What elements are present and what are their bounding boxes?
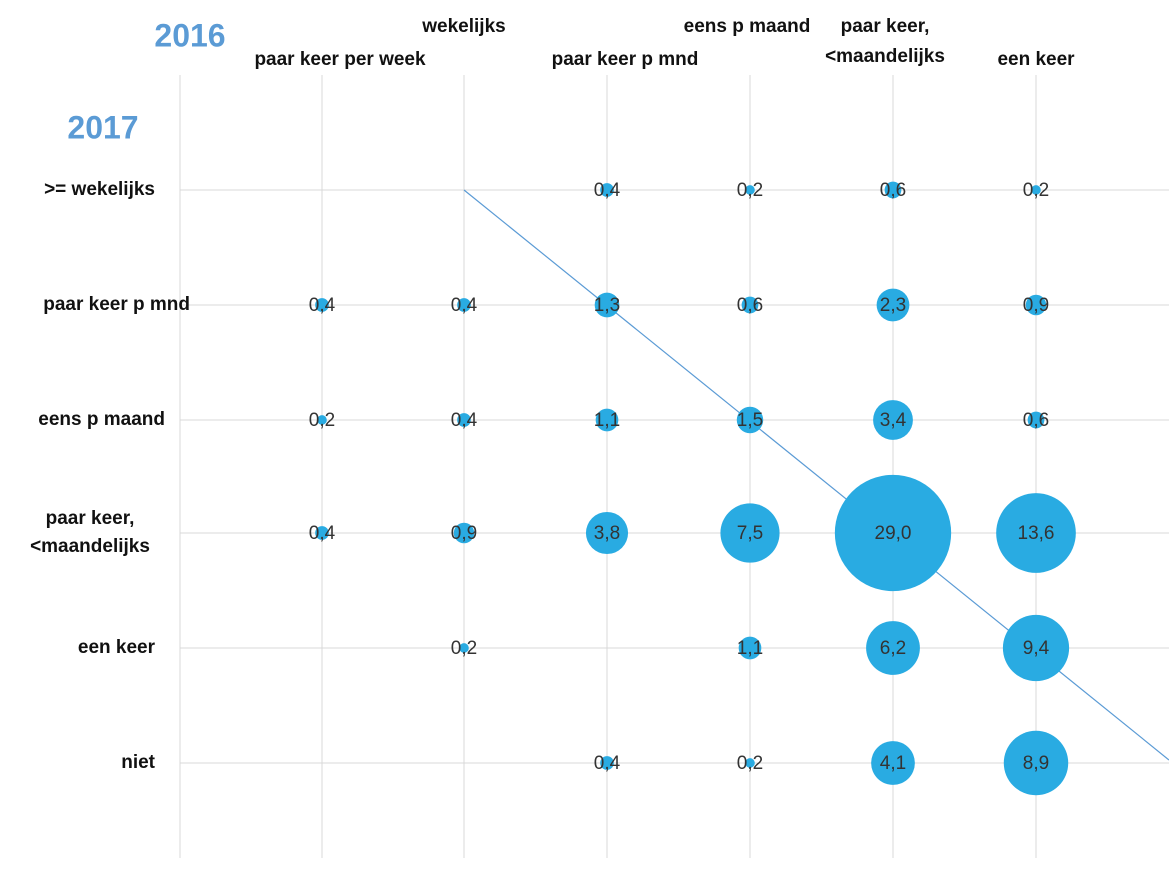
bubble [736,406,764,434]
value-label: 1,5 [737,410,763,431]
column-label: paar keer per week [254,49,426,70]
bubble [600,183,614,197]
value-label: 2,3 [880,295,906,316]
bubble [866,621,920,675]
diagonal-line [463,189,1169,761]
row-label: een keer [78,637,156,658]
bubble [871,741,915,785]
bubble [1003,730,1069,796]
bubble [873,400,913,440]
bubble [741,296,759,314]
x-title: 2016 [154,17,225,53]
value-label: 0,4 [594,753,621,774]
value-label: 0,9 [451,523,477,544]
value-label: 0,4 [309,295,336,316]
value-label: 29,0 [875,523,912,544]
value-label: 7,5 [737,523,763,544]
bubble [315,526,329,540]
value-label: 0,2 [737,180,763,201]
bubble [317,415,327,425]
bubble [996,493,1076,573]
bubble [600,756,614,770]
value-label: 0,4 [451,410,478,431]
value-label: 3,4 [880,410,907,431]
column-label: <maandelijks [825,46,945,67]
bubble [738,636,762,660]
value-label: 4,1 [880,753,906,774]
bubble [884,181,902,199]
value-label: 9,4 [1023,638,1050,659]
bubble [1025,294,1047,316]
bubble [457,298,471,312]
value-label: 0,6 [880,180,906,201]
value-label: 1,1 [737,638,763,659]
bubble [720,503,780,563]
bubble [585,511,629,555]
y-title: 2017 [67,109,138,145]
bubble [745,185,755,195]
value-label: 0,2 [737,753,763,774]
row-label: eens p maand [38,409,165,430]
column-label: een keer [997,49,1075,70]
value-label: 0,2 [309,410,335,431]
value-label: 6,2 [880,638,906,659]
bubble [876,288,910,322]
row-label: paar keer, [46,508,135,529]
bubble [1027,411,1045,429]
bubble [1002,614,1070,682]
bubble [459,643,469,653]
column-label: wekelijks [421,16,505,37]
column-label: eens p maand [684,16,811,37]
value-label: 0,9 [1023,295,1049,316]
bubble [745,758,755,768]
row-label: niet [121,752,155,773]
bubble [457,413,471,427]
value-label: 1,1 [594,410,620,431]
value-label: 0,4 [451,295,478,316]
value-label: 0,2 [1023,180,1049,201]
value-label: 8,9 [1023,753,1049,774]
value-label: 13,6 [1018,523,1055,544]
bubble [594,292,620,318]
bubble [1031,185,1041,195]
bubble [453,522,475,544]
column-label: paar keer, [841,16,930,37]
bubble [834,474,952,592]
value-label: 0,4 [594,180,621,201]
column-label: paar keer p mnd [552,49,699,70]
bubble [315,298,329,312]
value-label: 1,3 [594,295,620,316]
value-label: 0,2 [451,638,477,659]
value-label: 0,4 [309,523,336,544]
value-label: 0,6 [1023,410,1049,431]
value-label: 0,6 [737,295,763,316]
row-label: paar keer p mnd [43,294,190,315]
row-label: >= wekelijks [44,179,155,200]
value-label: 3,8 [594,523,620,544]
row-label: <maandelijks [30,536,150,557]
bubble [595,408,619,432]
